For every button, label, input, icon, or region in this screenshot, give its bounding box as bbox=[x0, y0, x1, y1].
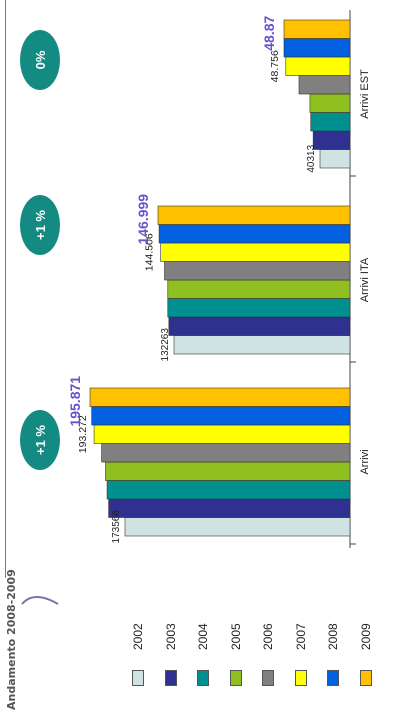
legend-swatch bbox=[294, 670, 307, 686]
legend-label: 2008 bbox=[326, 623, 340, 650]
legend-title-swoosh bbox=[21, 596, 59, 605]
bar-arrivi-ita-2008 bbox=[158, 224, 351, 244]
data-label-2002: 132263 bbox=[160, 328, 171, 362]
legend-swatch bbox=[197, 670, 209, 686]
category-label: Arrivi ITA bbox=[359, 257, 371, 302]
left-border-line bbox=[5, 0, 6, 578]
bar-arrivi-2008 bbox=[91, 406, 351, 426]
bar-arrivi-2002 bbox=[124, 517, 351, 537]
legend-item-2002: 2002 bbox=[128, 590, 150, 708]
bar-arrivi-2007 bbox=[93, 424, 351, 444]
legend-swatch bbox=[327, 670, 339, 686]
bar-arrivi-ita-2004 bbox=[167, 298, 351, 318]
legend-swatch bbox=[359, 670, 372, 686]
bar-arrivi-est-2004 bbox=[310, 112, 351, 132]
legend-item-2004: 2004 bbox=[193, 590, 215, 708]
legend-item-2006: 2006 bbox=[258, 590, 280, 708]
legend-label: 2004 bbox=[196, 623, 210, 650]
bar-arrivi-ita-2007 bbox=[160, 242, 351, 262]
legend-label: 2002 bbox=[131, 623, 145, 650]
bar-arrivi-2006 bbox=[101, 443, 351, 463]
bar-arrivi-2009 bbox=[89, 387, 351, 407]
legend-item-2005: 2005 bbox=[226, 590, 248, 708]
legend-item-2008: 2008 bbox=[323, 590, 345, 708]
legend-item-2003: 2003 bbox=[161, 590, 183, 708]
change-badge-label: +1 % bbox=[33, 210, 48, 240]
data-label-2007: 193.272 bbox=[77, 415, 89, 453]
change-badge-label: +1 % bbox=[33, 425, 48, 455]
bar-arrivi-est-2005 bbox=[309, 93, 351, 113]
category-label: Arrivi EST bbox=[359, 69, 371, 119]
data-label-2002: 40313 bbox=[306, 144, 317, 172]
data-label-2009: 48.87 bbox=[261, 16, 277, 51]
bar-arrivi-ita-2005 bbox=[167, 279, 351, 299]
legend-label: 2006 bbox=[261, 623, 275, 650]
legend-swatch bbox=[262, 670, 274, 686]
bar-arrivi-ita-2002 bbox=[173, 335, 351, 355]
bar-arrivi-est-2006 bbox=[298, 75, 351, 95]
bar-arrivi-est-2002 bbox=[319, 149, 351, 169]
change-badge-label: 0% bbox=[33, 50, 48, 69]
bar-arrivi-ita-2003 bbox=[168, 316, 351, 336]
data-label-2009: 195.871 bbox=[67, 376, 83, 427]
legend-label: 2009 bbox=[358, 623, 373, 650]
data-label-2009: 146.999 bbox=[135, 194, 151, 245]
legend: 2002 2003 2004 2005 2006 2007 2008 2009 bbox=[0, 590, 406, 716]
change-badge bbox=[20, 195, 60, 255]
data-label-2002: 173566 bbox=[111, 510, 122, 544]
bar-arrivi-2004 bbox=[106, 480, 351, 500]
bar-arrivi-est-2008 bbox=[283, 38, 351, 58]
bar-arrivi-ita-2009 bbox=[157, 205, 351, 225]
legend-item-2009: 2009 bbox=[356, 590, 378, 708]
legend-item-2007: 2007 bbox=[291, 590, 313, 708]
legend-title: Andamento 2008-2009 bbox=[5, 569, 18, 710]
legend-swatch bbox=[132, 670, 144, 686]
bar-arrivi-ita-2006 bbox=[164, 261, 351, 281]
legend-swatch bbox=[229, 670, 242, 686]
legend-label: 2007 bbox=[293, 623, 308, 650]
legend-label: 2005 bbox=[228, 623, 243, 650]
data-label-2007: 144.506 bbox=[144, 233, 156, 271]
data-label-2007: 48.756 bbox=[269, 50, 281, 82]
change-badge bbox=[20, 30, 60, 90]
change-badge bbox=[20, 410, 60, 470]
bar-arrivi-est-2003 bbox=[312, 130, 351, 150]
bar-arrivi-est-2007 bbox=[285, 56, 351, 76]
legend-swatch bbox=[164, 670, 177, 686]
category-label: Arrivi bbox=[359, 449, 371, 474]
legend-label: 2003 bbox=[163, 623, 178, 650]
bar-arrivi-2005 bbox=[105, 461, 351, 481]
bar-arrivi-2003 bbox=[108, 498, 351, 518]
bar-arrivi-est-2009 bbox=[283, 19, 351, 39]
